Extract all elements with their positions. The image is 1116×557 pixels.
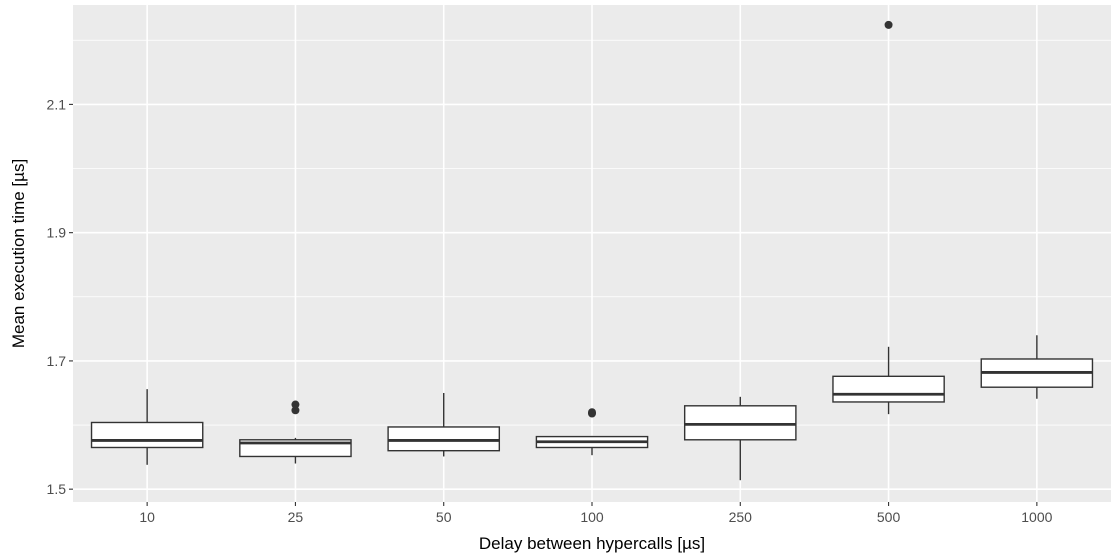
x-tick-label: 50: [436, 509, 452, 525]
x-tick-label: 100: [580, 509, 604, 525]
y-tick-label: 1.7: [47, 353, 67, 369]
boxes: [90, 20, 1094, 481]
box-25: [239, 400, 352, 464]
x-tick-label: 25: [288, 509, 304, 525]
box-100: [535, 408, 649, 456]
box-500: [832, 20, 945, 415]
box-iqr: [387, 426, 501, 452]
y-tick-label: 2.1: [47, 96, 67, 112]
box-1000: [980, 335, 1094, 399]
y-axis: 1.5 1.7 1.9 2.1: [47, 96, 73, 497]
box-250: [683, 396, 797, 481]
y-tick-label: 1.5: [47, 481, 67, 497]
outlier-point: [588, 408, 596, 417]
y-axis-title: Mean execution time [µs]: [9, 159, 28, 348]
x-tick-label: 250: [729, 509, 753, 525]
box-iqr: [832, 375, 945, 403]
box-iqr: [90, 421, 204, 449]
box-50: [387, 392, 501, 457]
x-tick-label: 500: [877, 509, 901, 525]
outlier-point: [884, 20, 893, 29]
x-axis-title: Delay between hypercalls [µs]: [479, 534, 705, 553]
box-iqr: [683, 405, 797, 441]
x-axis: 10 25 50 100 250 500 1000: [139, 502, 1053, 525]
outlier-point: [291, 400, 300, 409]
y-tick-label: 1.9: [47, 225, 67, 241]
x-tick-label: 1000: [1021, 509, 1052, 525]
x-tick-label: 10: [139, 509, 155, 525]
outlier-point: [291, 406, 300, 415]
box-10: [90, 389, 204, 465]
